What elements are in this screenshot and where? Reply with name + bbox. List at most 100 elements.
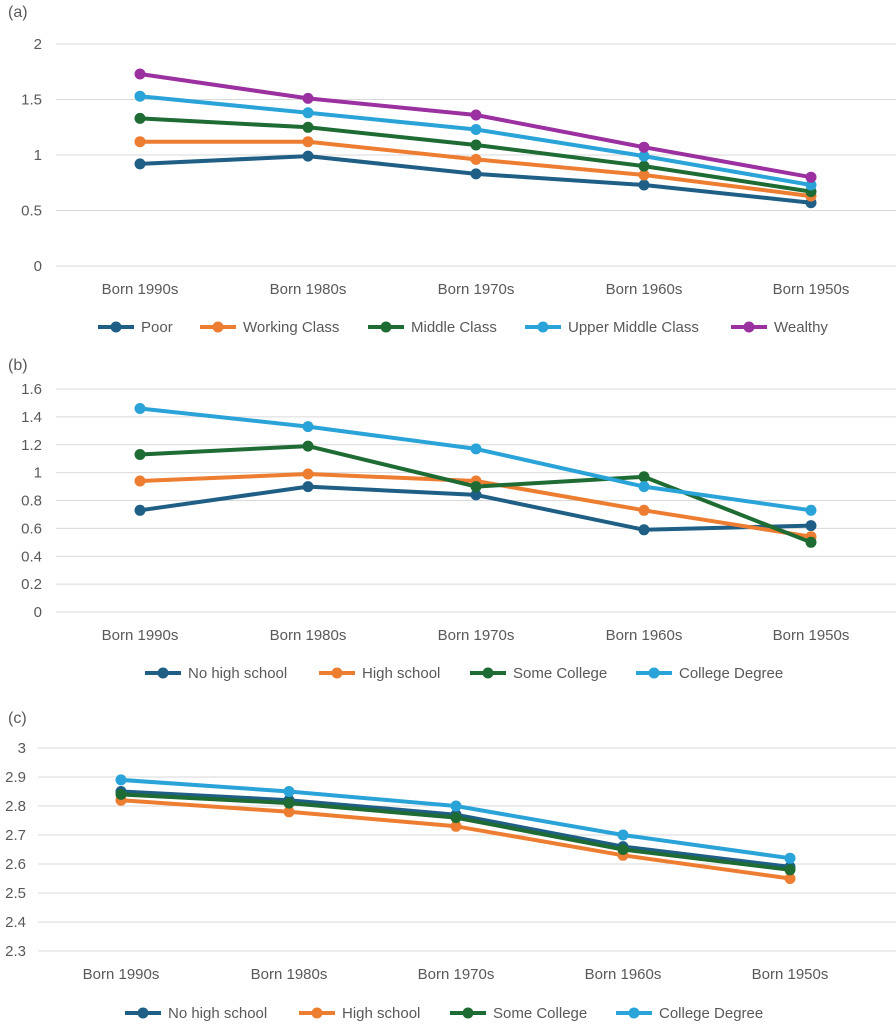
data-point <box>470 139 482 151</box>
panel-a: (a) 0 0.5 1 1.5 2 Born 1990s Born 1980s Born 197… <box>8 4 896 336</box>
x-tick-label: Born 1970s <box>438 627 515 644</box>
data-point <box>638 524 650 536</box>
legend-label: Wealthy <box>774 319 828 336</box>
data-point <box>470 443 482 455</box>
data-point <box>470 153 482 165</box>
data-point <box>450 812 462 824</box>
data-point <box>302 92 314 104</box>
data-point <box>283 806 295 818</box>
data-point <box>470 124 482 135</box>
legend-swatch-marker <box>482 667 494 679</box>
legend-item: College Degree <box>636 665 783 682</box>
legend-swatch-marker <box>110 321 122 333</box>
x-tick-label: Born 1980s <box>270 627 347 644</box>
legend-swatch-marker <box>462 1007 474 1019</box>
data-point <box>805 171 817 183</box>
x-tick-label: Born 1990s <box>102 281 179 298</box>
legend-label: Poor <box>141 319 173 336</box>
legend-label: High school <box>362 665 440 682</box>
panel-b: (b) 0 0.2 0.4 0.6 0.8 1 1.2 1.4 1.6 Born 1990s Born… <box>8 357 896 682</box>
legend-item: Working Class <box>200 319 339 336</box>
legend-label: No high school <box>168 1005 267 1022</box>
data-point <box>805 179 817 191</box>
data-point <box>638 141 650 153</box>
data-point <box>638 471 650 483</box>
legend-swatch-marker <box>537 321 549 333</box>
y-tick-label: 2.9 <box>5 769 26 786</box>
x-tick-label: Born 1970s <box>418 966 495 983</box>
legend-item: Upper Middle Class <box>525 319 699 336</box>
y-tick-label: 2.4 <box>5 914 26 931</box>
y-tick-label: 2.5 <box>5 885 26 902</box>
data-point <box>638 481 650 493</box>
data-point <box>115 774 127 786</box>
y-tick-label: 0.6 <box>21 520 42 537</box>
x-tick-label: Born 1980s <box>251 966 328 983</box>
legend-label: High school <box>342 1005 420 1022</box>
legend-label: Some College <box>493 1005 587 1022</box>
x-tick-label: Born 1950s <box>752 966 829 983</box>
x-tick-label: Born 1950s <box>773 281 850 298</box>
data-point <box>302 150 314 162</box>
data-point <box>470 109 482 121</box>
legend-label: Some College <box>513 665 607 682</box>
panel-label: (c) <box>8 710 27 727</box>
data-point <box>302 121 314 133</box>
data-point <box>470 481 482 493</box>
data-point <box>302 421 314 433</box>
y-tick-label: 2.8 <box>5 798 26 815</box>
legend-label: Upper Middle Class <box>568 319 699 336</box>
data-point <box>302 481 314 493</box>
data-point <box>638 169 650 181</box>
y-tick-label: 0.4 <box>21 548 42 565</box>
data-point <box>805 536 817 548</box>
x-tick-label: Born 1960s <box>585 966 662 983</box>
legend-item: College Degree <box>616 1005 763 1022</box>
y-tick-label: 1.2 <box>21 437 42 454</box>
y-tick-label: 1.5 <box>21 92 42 109</box>
legend-swatch-marker <box>380 321 392 333</box>
data-point <box>638 160 650 172</box>
data-point <box>134 68 146 80</box>
legend-item: Middle Class <box>368 319 497 336</box>
legend-item: Poor <box>98 319 173 336</box>
data-point <box>470 168 482 180</box>
x-tick-label: Born 1960s <box>606 627 683 644</box>
legend-item: High school <box>299 1005 420 1022</box>
legend-swatch-marker <box>331 667 343 679</box>
data-point <box>450 800 462 812</box>
data-point <box>617 844 629 855</box>
data-point <box>283 786 295 797</box>
data-point <box>134 90 146 102</box>
legend-item: Some College <box>470 665 607 682</box>
data-point <box>134 136 146 148</box>
data-point <box>134 403 146 414</box>
y-tick-label: 2 <box>34 36 42 53</box>
y-tick-label: 0 <box>34 604 42 621</box>
x-tick-label: Born 1980s <box>270 281 347 298</box>
legend-label: No high school <box>188 665 287 682</box>
y-tick-label: 2.6 <box>5 856 26 873</box>
y-tick-label: 1.6 <box>21 381 42 398</box>
panel-c: (c) 2.3 2.4 2.5 2.6 2.7 2.8 2.9 3 Born 1990s Born … <box>5 710 896 1022</box>
legend-swatch-marker <box>137 1007 149 1019</box>
legend-swatch-marker <box>628 1007 640 1019</box>
x-tick-label: Born 1950s <box>773 627 850 644</box>
data-point <box>134 504 146 516</box>
legend-item: Wealthy <box>731 319 828 336</box>
y-tick-label: 2.3 <box>5 943 26 960</box>
panel-label: (a) <box>8 4 28 21</box>
data-point <box>134 475 146 487</box>
y-tick-label: 0.2 <box>21 576 42 593</box>
x-tick-label: Born 1990s <box>102 627 179 644</box>
legend-item: High school <box>319 665 440 682</box>
data-point <box>638 150 650 162</box>
y-tick-label: 0.5 <box>21 203 42 220</box>
y-tick-label: 1 <box>34 465 42 482</box>
data-point <box>617 829 629 841</box>
y-tick-label: 0.8 <box>21 493 42 510</box>
data-point <box>784 852 796 864</box>
x-tick-label: Born 1970s <box>438 281 515 298</box>
data-point <box>805 520 817 532</box>
